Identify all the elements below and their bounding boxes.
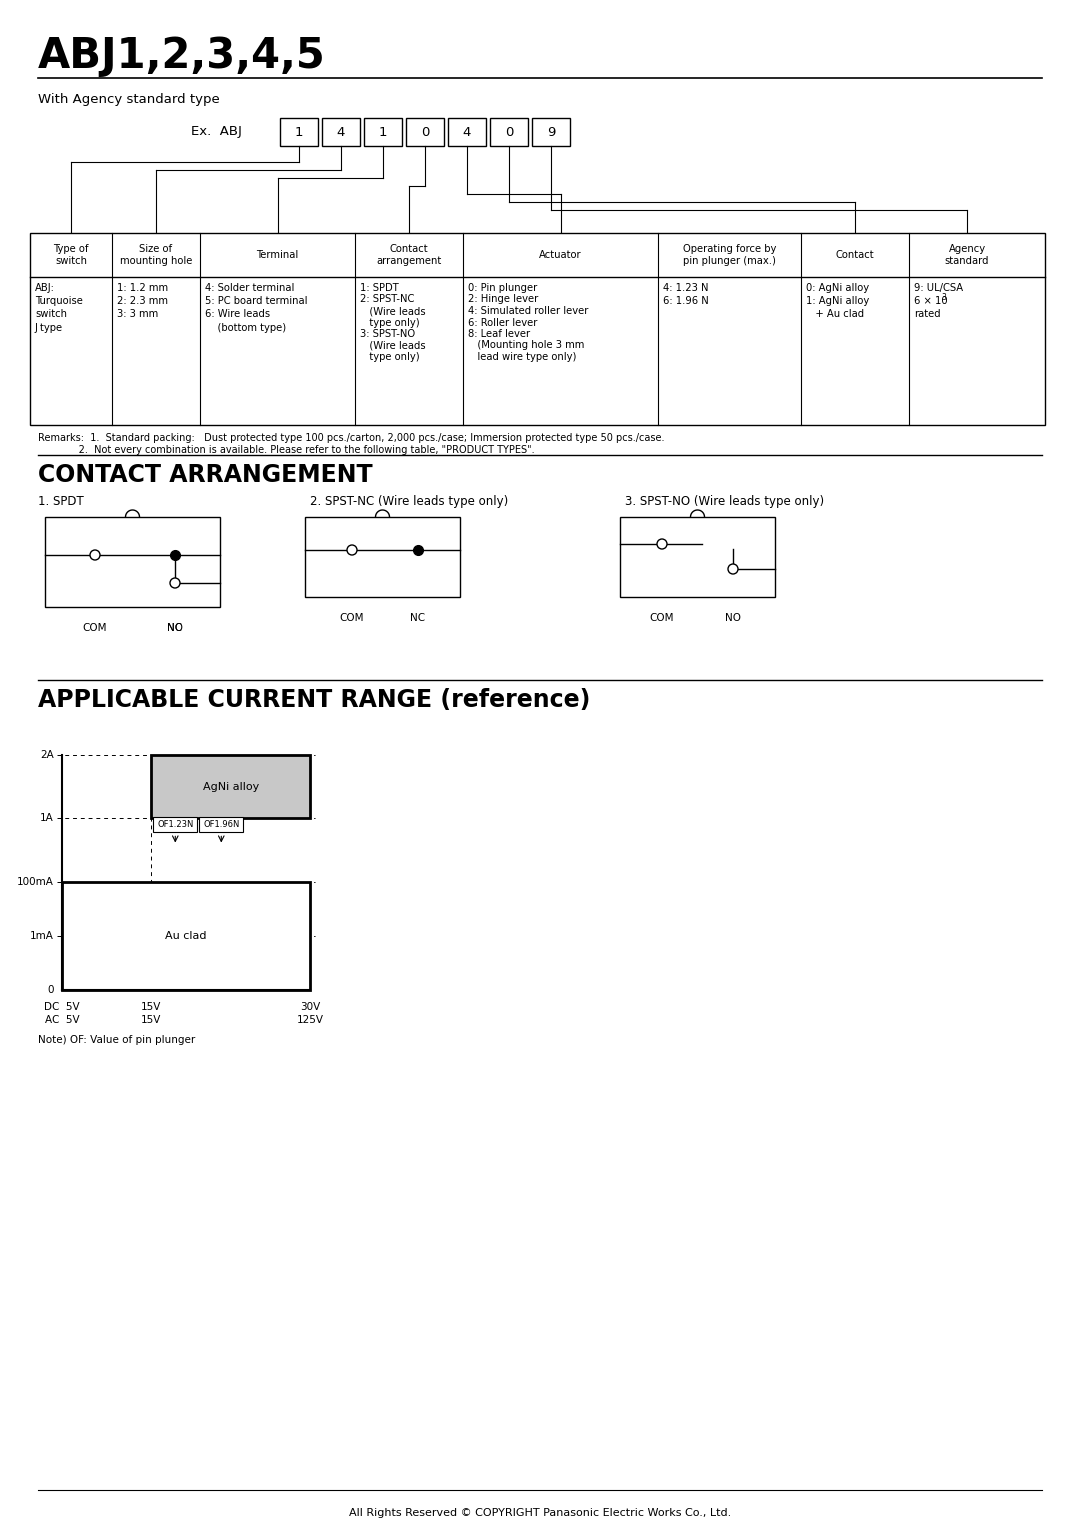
Text: 4: Solder terminal
5: PC board terminal
6: Wire leads
    (bottom type): 4: Solder terminal 5: PC board terminal … [205,283,308,333]
Text: OF1.23N: OF1.23N [157,821,193,830]
Text: AgNi alloy: AgNi alloy [203,782,259,792]
Text: 30V: 30V [300,1002,320,1012]
Text: Actuator: Actuator [539,251,582,260]
Text: 100mA: 100mA [17,877,54,886]
Text: type only): type only) [360,351,420,362]
Circle shape [170,578,180,588]
Text: 4: Simulated roller lever: 4: Simulated roller lever [468,306,589,316]
Bar [153,817,198,833]
Text: (Mounting hole 3 mm: (Mounting hole 3 mm [468,341,584,350]
Text: Ex.  ABJ: Ex. ABJ [191,125,242,139]
Text: 1. SPDT: 1. SPDT [38,495,84,507]
Text: 8: Leaf lever: 8: Leaf lever [468,329,530,339]
Text: Contact
arrangement: Contact arrangement [376,244,442,266]
Text: 4: 4 [337,125,346,139]
Text: Remarks:  1.  Standard packing:   Dust protected type 100 pcs./carton, 2,000 pcs: Remarks: 1. Standard packing: Dust prote… [38,432,664,443]
Text: 3. SPST-NO (Wire leads type only): 3. SPST-NO (Wire leads type only) [625,495,824,507]
Circle shape [657,539,667,549]
Bar [151,755,310,819]
Text: Agency
standard: Agency standard [945,244,989,266]
Text: 3: SPST-NO: 3: SPST-NO [360,329,415,339]
Bar [620,516,775,597]
Text: 2: Hinge lever: 2: Hinge lever [468,295,538,304]
Bar [322,118,360,147]
Text: Operating force by
pin plunger (max.): Operating force by pin plunger (max.) [683,244,777,266]
Text: 125V: 125V [297,1015,324,1025]
Text: APPLICABLE CURRENT RANGE (reference): APPLICABLE CURRENT RANGE (reference) [38,688,591,712]
Bar [448,118,486,147]
Text: ABJ1,2,3,4,5: ABJ1,2,3,4,5 [38,35,326,76]
Text: 0: AgNi alloy
1: AgNi alloy
   + Au clad: 0: AgNi alloy 1: AgNi alloy + Au clad [806,283,869,319]
Text: 2A: 2A [40,750,54,759]
Text: Type of
switch: Type of switch [53,244,89,266]
Text: 4: 1.23 N
6: 1.96 N: 4: 1.23 N 6: 1.96 N [663,283,708,306]
Text: 1: 1 [379,125,388,139]
Text: 0: Pin plunger: 0: Pin plunger [468,283,537,293]
Bar [280,118,318,147]
Text: 3: 3 [941,293,946,303]
Text: 1A: 1A [40,813,54,824]
Circle shape [347,545,357,555]
Text: 2. SPST-NC (Wire leads type only): 2. SPST-NC (Wire leads type only) [310,495,509,507]
Text: 15V: 15V [141,1015,162,1025]
Text: 0: 0 [48,986,54,995]
Text: (Wire leads: (Wire leads [360,306,426,316]
Text: 2: SPST-NC: 2: SPST-NC [360,295,415,304]
Text: type only): type only) [360,318,420,327]
Text: 2.  Not every combination is available. Please refer to the following table, "PR: 2. Not every combination is available. P… [38,445,535,455]
Text: 6: Roller lever: 6: Roller lever [468,318,538,327]
Text: 0: 0 [504,125,513,139]
Text: NC: NC [410,613,426,623]
Text: 6 × 10: 6 × 10 [914,296,947,306]
Text: 1: 1.2 mm
2: 2.3 mm
3: 3 mm: 1: 1.2 mm 2: 2.3 mm 3: 3 mm [117,283,168,319]
Text: 9: UL/CSA: 9: UL/CSA [914,283,963,293]
Text: With Agency standard type: With Agency standard type [38,93,219,105]
Text: 15V: 15V [141,1002,162,1012]
Text: (Wire leads: (Wire leads [360,341,426,350]
Text: CONTACT ARRANGEMENT: CONTACT ARRANGEMENT [38,463,373,487]
Text: AC  5V: AC 5V [44,1015,79,1025]
Text: 1: SPDT: 1: SPDT [360,283,399,293]
Text: All Rights Reserved © COPYRIGHT Panasonic Electric Works Co., Ltd.: All Rights Reserved © COPYRIGHT Panasoni… [349,1508,731,1517]
Text: 0: 0 [421,125,429,139]
Text: 1: 1 [295,125,303,139]
Bar [406,118,444,147]
Text: Note) OF: Value of pin plunger: Note) OF: Value of pin plunger [38,1034,195,1045]
Bar [364,118,402,147]
Text: 4: 4 [463,125,471,139]
Text: lead wire type only): lead wire type only) [468,351,577,362]
Bar [490,118,528,147]
Text: NO: NO [725,613,741,623]
Text: rated: rated [914,309,941,319]
Bar [200,817,243,833]
Text: 1mA: 1mA [30,931,54,941]
Text: Au clad: Au clad [165,931,206,941]
Bar [305,516,460,597]
Text: DC  5V: DC 5V [44,1002,80,1012]
Text: Terminal: Terminal [256,251,299,260]
Text: COM: COM [83,623,107,633]
Bar [30,232,1045,425]
Circle shape [90,550,100,559]
Text: Size of
mounting hole: Size of mounting hole [120,244,192,266]
Text: NC: NC [167,623,183,633]
Bar [62,882,310,990]
Text: COM: COM [340,613,364,623]
Text: Contact: Contact [836,251,875,260]
Circle shape [728,564,738,575]
Bar [45,516,220,607]
Bar [532,118,570,147]
Text: NO: NO [167,623,183,633]
Text: OF1.96N: OF1.96N [203,821,240,830]
Text: ABJ:
Turquoise
switch
J type: ABJ: Turquoise switch J type [35,283,83,333]
Text: 9: 9 [546,125,555,139]
Text: COM: COM [650,613,674,623]
